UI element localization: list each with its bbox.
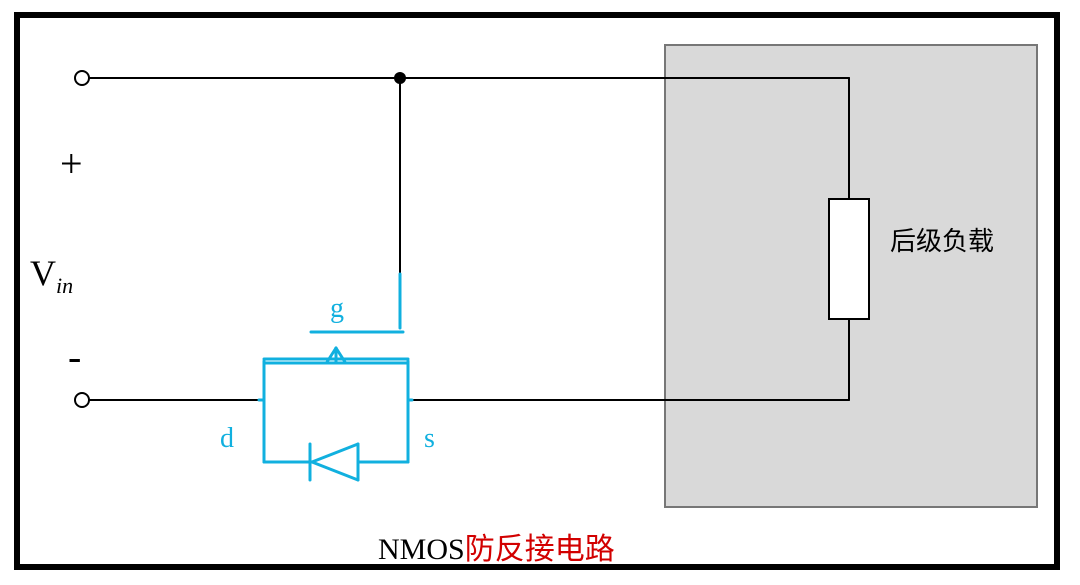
- title-rest: 防反接电路: [465, 533, 615, 566]
- pin-gate-label: g: [330, 293, 344, 325]
- vin-main: V: [30, 253, 56, 293]
- vin-label: Vin: [30, 252, 73, 299]
- vin-sub: in: [56, 273, 73, 298]
- load-stage-label: 后级负载: [890, 221, 994, 258]
- title-prefix: NMOS: [378, 533, 465, 566]
- minus-label: -: [68, 333, 81, 380]
- circuit-svg: [0, 0, 1080, 585]
- pin-source-label: s: [424, 423, 435, 455]
- circuit-title: NMOS防反接电路: [378, 524, 615, 568]
- circuit-canvas: + - Vin g d s 后级负载 NMOS防反接电路: [0, 0, 1080, 585]
- plus-label: +: [60, 140, 83, 187]
- pin-drain-label: d: [220, 423, 234, 455]
